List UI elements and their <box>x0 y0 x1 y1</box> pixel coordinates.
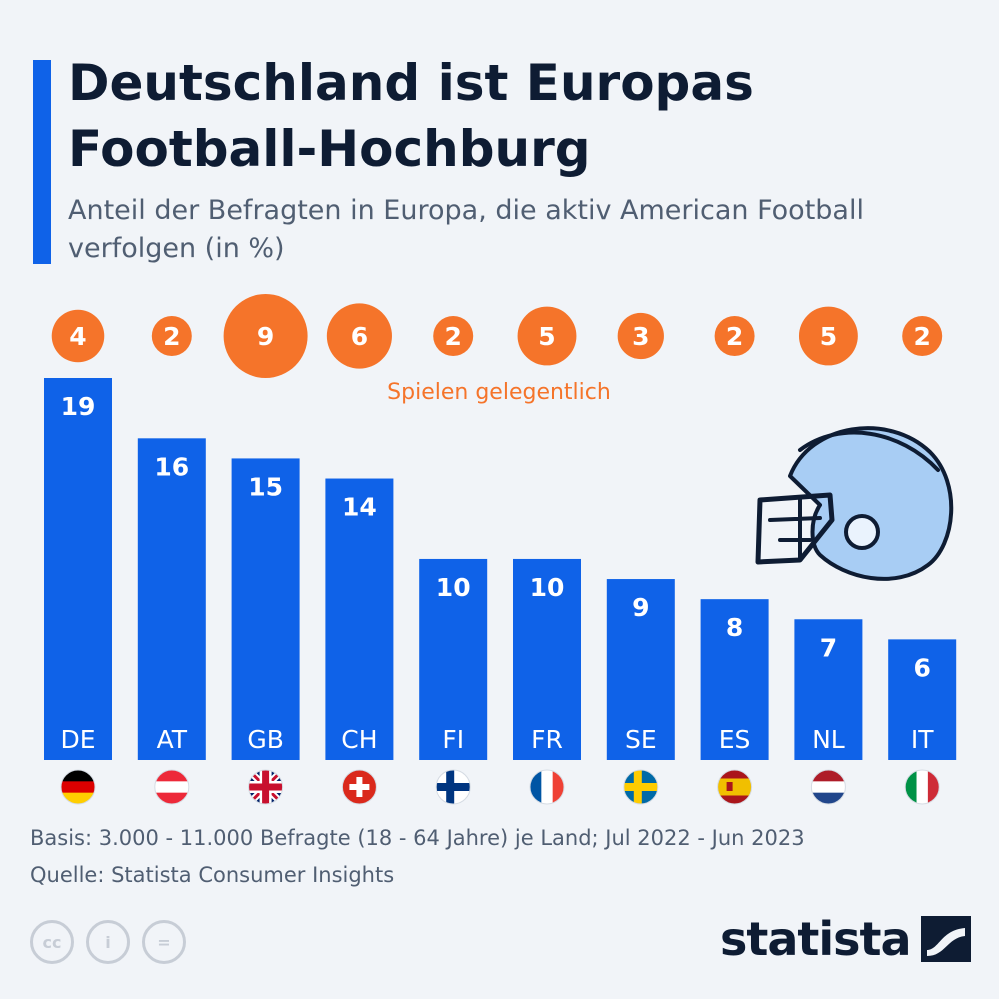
category-label: CH <box>341 725 377 754</box>
bubble-value-label: 2 <box>913 322 930 351</box>
flag-spain-icon <box>717 769 753 805</box>
category-label: DE <box>60 725 95 754</box>
occasional-play-bubble <box>714 316 755 356</box>
page-subtitle: Anteil der Befragten in Europa, die akti… <box>68 195 864 264</box>
occasional-play-bubble <box>151 316 192 356</box>
occasional-play-bubble <box>51 309 105 363</box>
occasional-play-bubble <box>617 312 664 360</box>
flag-france-icon <box>529 769 565 805</box>
bar-at <box>137 438 206 760</box>
bar-chart: 4 2 9 6 2 5 3 2 5 2 Spielen gelegentlich 19 DE 16 AT… <box>44 294 957 805</box>
category-label: FI <box>442 725 464 754</box>
footnote-source: Quelle: Statista Consumer Insights <box>30 863 395 887</box>
bar-value-label: 6 <box>913 653 930 682</box>
bar-gb <box>231 458 300 760</box>
bar-value-label: 10 <box>436 573 471 602</box>
bar-value-label: 8 <box>726 613 743 642</box>
bubble-value-label: 4 <box>69 322 86 351</box>
bubble-value-label: 2 <box>444 322 461 351</box>
bubble-value-label: 5 <box>538 322 555 351</box>
flag-finland-icon <box>435 769 471 805</box>
occasional-play-bubble <box>798 306 858 366</box>
bubble-value-label: 2 <box>726 322 743 351</box>
bubble-value-label: 2 <box>163 322 180 351</box>
equals-icon[interactable]: = <box>142 920 186 964</box>
bubble-value-label: 6 <box>351 322 368 351</box>
bar-value-label: 14 <box>342 493 377 522</box>
category-label: FR <box>531 725 563 754</box>
license-icons: cc i = <box>30 920 186 964</box>
page-title: Deutschland ist Europas Football-Hochbur… <box>68 54 754 178</box>
bar-nl <box>794 619 863 760</box>
bar-ch <box>325 478 394 760</box>
bar-value-label: 16 <box>154 452 189 481</box>
bar-value-label: 7 <box>820 633 837 662</box>
flag-germany-icon <box>60 769 96 805</box>
circle-legend-label: Spielen gelegentlich <box>387 380 611 405</box>
bar-fi <box>419 558 488 760</box>
statista-logo[interactable]: statista <box>720 912 971 966</box>
flag-switzerland-icon <box>341 769 377 805</box>
flag-sweden-icon <box>623 769 659 805</box>
person-icon[interactable]: i <box>86 920 130 964</box>
occasional-play-bubble <box>223 294 308 378</box>
cc-icon[interactable]: cc <box>30 920 74 964</box>
occasional-play-bubble <box>326 303 392 369</box>
bar-it <box>888 639 957 760</box>
bubble-value-label: 5 <box>820 322 837 351</box>
statista-logo-mark-icon <box>920 916 971 962</box>
statista-logo-text: statista <box>720 912 912 966</box>
football-helmet-icon <box>755 426 954 581</box>
flag-austria-icon <box>154 769 190 805</box>
bar-value-label: 9 <box>632 593 649 622</box>
category-label: AT <box>157 725 188 754</box>
category-label: NL <box>812 725 845 754</box>
occasional-play-bubble <box>517 306 577 366</box>
category-label: GB <box>247 725 284 754</box>
occasional-play-bubble <box>902 316 943 356</box>
bar-value-label: 19 <box>61 392 96 421</box>
bar-de <box>44 378 112 760</box>
bar-value-label: 10 <box>530 573 565 602</box>
bar-fr <box>513 558 581 760</box>
category-label: ES <box>719 725 751 754</box>
title-accent-bar <box>33 60 51 264</box>
bubble-value-label: 3 <box>632 322 649 351</box>
bar-value-label: 15 <box>248 472 283 501</box>
flag-uk-icon <box>248 769 284 805</box>
category-label: SE <box>625 725 657 754</box>
occasional-play-bubble <box>433 316 474 356</box>
flag-netherlands-icon <box>810 769 846 805</box>
footnote-basis: Basis: 3.000 - 11.000 Befragte (18 - 64 … <box>30 826 805 850</box>
flag-italy-icon <box>904 769 940 805</box>
bar-es <box>700 599 769 760</box>
bar-se <box>606 579 675 760</box>
bubble-value-label: 9 <box>257 322 274 351</box>
category-label: IT <box>911 725 934 754</box>
